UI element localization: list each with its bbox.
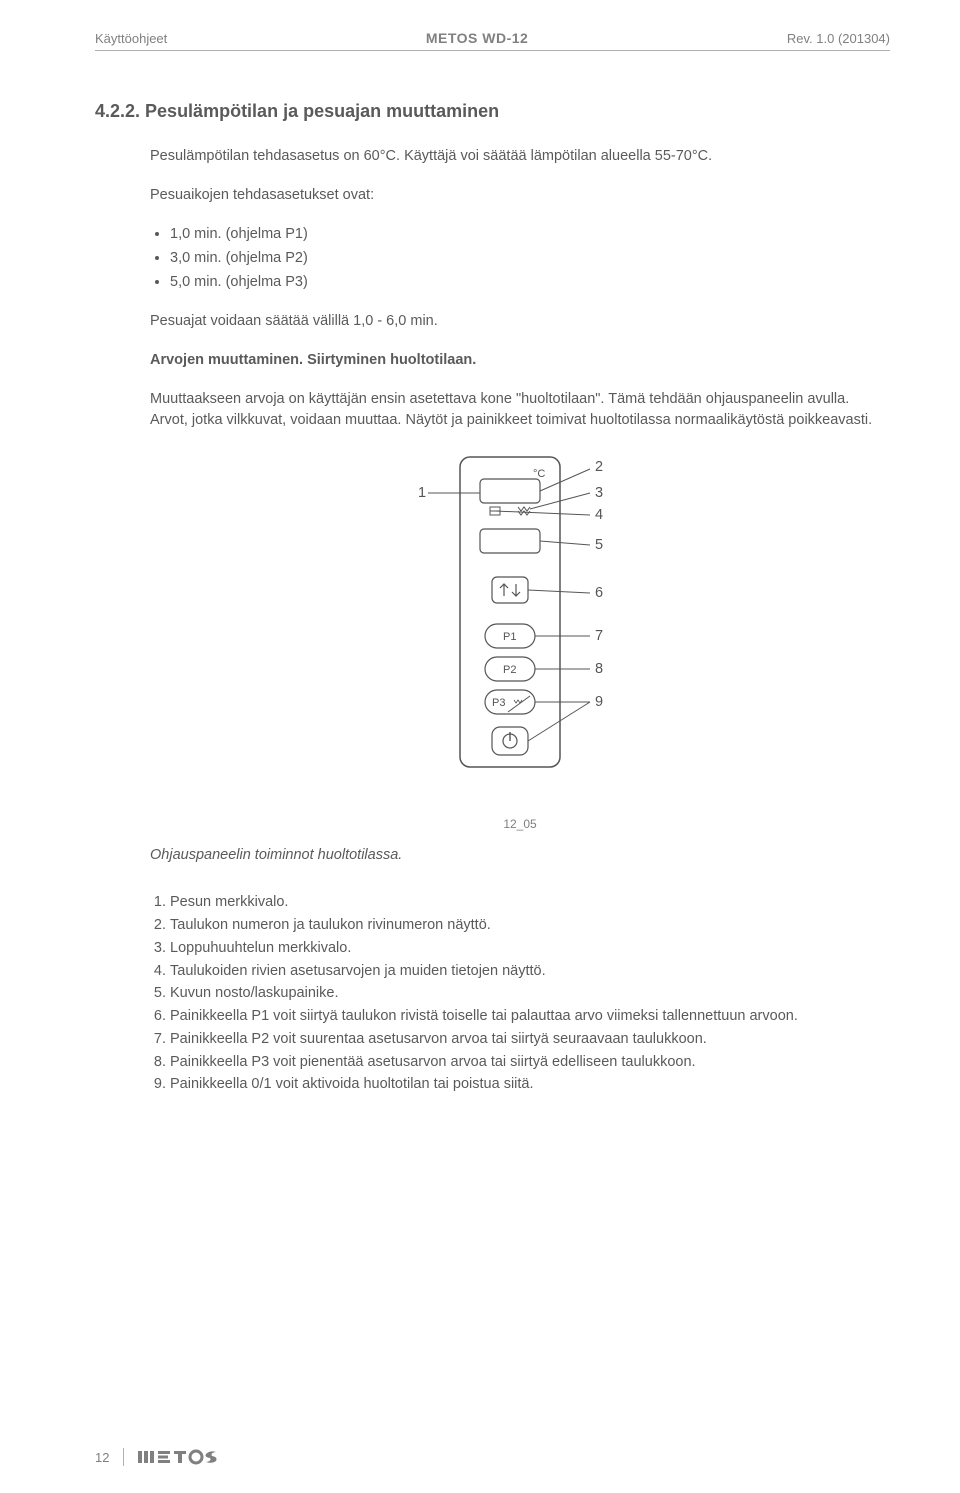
deg-c-label: °C bbox=[533, 468, 545, 480]
p3-label: P3 bbox=[492, 697, 505, 709]
para-wash-times-intro: Pesuaikojen tehdasasetukset ovat: bbox=[150, 185, 890, 206]
callout-4: 4 bbox=[595, 507, 603, 523]
wash-time-list: 1,0 min. (ohjelma P1) 3,0 min. (ohjelma … bbox=[150, 224, 890, 293]
footer-divider bbox=[123, 1448, 124, 1466]
figure-code: 12_05 bbox=[150, 817, 890, 831]
header-left: Käyttöohjeet bbox=[95, 31, 167, 46]
callout-1: 1 bbox=[418, 485, 426, 501]
header-center: METOS WD-12 bbox=[426, 30, 528, 46]
list-item: Painikkeella P2 voit suurentaa asetusarv… bbox=[170, 1029, 890, 1051]
callout-8: 8 bbox=[595, 661, 603, 677]
hood-updown-icon bbox=[500, 584, 520, 596]
section-title: 4.2.2. Pesulämpötilan ja pesuajan muutta… bbox=[95, 101, 890, 122]
list-item: Painikkeella P3 voit pienentää asetusarv… bbox=[170, 1052, 890, 1074]
para-service-mode-body: Muuttaakseen arvoja on käyttäjän ensin a… bbox=[150, 389, 890, 431]
callout-7: 7 bbox=[595, 628, 603, 644]
list-item: Taulukoiden rivien asetusarvojen ja muid… bbox=[170, 961, 890, 983]
rinse-small-icon bbox=[508, 696, 530, 712]
list-item: Pesun merkkivalo. bbox=[170, 892, 890, 914]
rinse-indicator-icon bbox=[518, 507, 530, 515]
list-item: 1,0 min. (ohjelma P1) bbox=[170, 224, 890, 246]
para-range: Pesuajat voidaan säätää välillä 1,0 - 6,… bbox=[150, 311, 890, 332]
figure-caption: Ohjauspaneelin toiminnot huoltotilassa. bbox=[150, 845, 890, 866]
list-item: Loppuhuuhtelun merkkivalo. bbox=[170, 938, 890, 960]
list-item: Painikkeella P1 voit siirtyä taulukon ri… bbox=[170, 1006, 890, 1028]
legend-list: Pesun merkkivalo. Taulukon numeron ja ta… bbox=[150, 892, 890, 1096]
control-panel-svg: °C P1 bbox=[390, 449, 650, 789]
para-service-mode-title: Arvojen muuttaminen. Siirtyminen huoltot… bbox=[150, 350, 890, 371]
callout-6: 6 bbox=[595, 585, 603, 601]
list-item: 3,0 min. (ohjelma P2) bbox=[170, 248, 890, 270]
header-right: Rev. 1.0 (201304) bbox=[787, 31, 890, 46]
para-factory-temp: Pesulämpötilan tehdasasetus on 60°C. Käy… bbox=[150, 146, 890, 167]
list-item: Kuvun nosto/laskupainike. bbox=[170, 983, 890, 1005]
callout-5: 5 bbox=[595, 537, 603, 553]
list-item: Painikkeella 0/1 voit aktivoida huoltoti… bbox=[170, 1074, 890, 1096]
page-footer: 12 bbox=[95, 1447, 228, 1467]
p2-label: P2 bbox=[503, 664, 516, 676]
callout-3: 3 bbox=[595, 485, 603, 501]
power-icon bbox=[503, 732, 517, 748]
callout-9: 9 bbox=[595, 694, 603, 710]
metos-logo bbox=[138, 1447, 228, 1467]
page-header: Käyttöohjeet METOS WD-12 Rev. 1.0 (20130… bbox=[95, 30, 890, 51]
section-body: Pesulämpötilan tehdasasetus on 60°C. Käy… bbox=[150, 146, 890, 1096]
list-item: Taulukon numeron ja taulukon rivinumeron… bbox=[170, 915, 890, 937]
page-number: 12 bbox=[95, 1450, 109, 1465]
control-panel-figure: °C P1 bbox=[150, 449, 890, 809]
callout-2: 2 bbox=[595, 459, 603, 475]
p1-label: P1 bbox=[503, 631, 516, 643]
list-item: 5,0 min. (ohjelma P3) bbox=[170, 272, 890, 294]
